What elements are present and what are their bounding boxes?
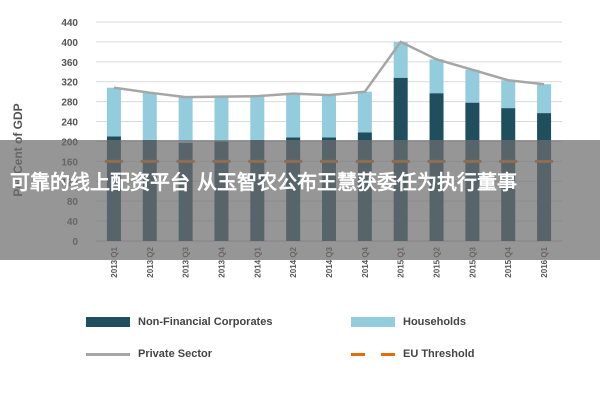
legend-label-threshold: EU Threshold xyxy=(403,348,475,360)
bar-households xyxy=(393,41,408,78)
bar-households xyxy=(322,95,336,138)
x-tick-label: 2015 Q1 xyxy=(397,246,406,277)
y-tick-label: 440 xyxy=(61,18,78,29)
bar-households xyxy=(178,97,193,143)
y-tick-label: 240 xyxy=(61,118,78,129)
x-tick-label: 2014 Q2 xyxy=(289,246,298,277)
bar-households xyxy=(250,96,265,140)
legend-item-households: Households xyxy=(351,316,466,328)
legend-swatch-households xyxy=(351,317,395,327)
y-tick-label: 320 xyxy=(61,78,78,89)
legend: Non-Financial Corporates Households Priv… xyxy=(0,305,600,375)
bar-households xyxy=(286,93,301,138)
x-tick-label: 2013 Q4 xyxy=(217,246,226,277)
legend-item-private: Private Sector xyxy=(86,348,212,360)
bar-households xyxy=(429,59,444,94)
legend-label-private: Private Sector xyxy=(138,348,212,360)
y-tick-label: 280 xyxy=(61,98,78,109)
bar-households xyxy=(106,87,121,137)
x-tick-label: 2015 Q4 xyxy=(504,246,513,277)
legend-item-corporates: Non-Financial Corporates xyxy=(86,316,272,328)
private-sector-line xyxy=(113,40,545,99)
legend-label-households: Households xyxy=(403,316,466,328)
bar-households xyxy=(465,69,480,103)
bar-households xyxy=(537,84,552,114)
overlay-headline: 可靠的线上配资平台 从玉智农公布王慧获委任为执行董事 xyxy=(10,170,517,194)
legend-swatch-corporates xyxy=(86,317,130,327)
x-tick-label: 2016 Q1 xyxy=(540,246,549,277)
x-tick-label: 2013 Q2 xyxy=(146,246,155,277)
legend-item-threshold: EU Threshold xyxy=(351,348,475,360)
legend-label-corporates: Non-Financial Corporates xyxy=(138,316,273,328)
x-tick-label: 2014 Q3 xyxy=(325,246,334,277)
x-tick-label: 2013 Q1 xyxy=(110,246,119,277)
x-tick-label: 2015 Q2 xyxy=(433,246,442,277)
bar-households xyxy=(501,80,516,109)
x-tick-label: 2014 Q1 xyxy=(253,246,262,277)
legend-swatch-private xyxy=(86,352,130,356)
x-tick-label: 2015 Q3 xyxy=(468,246,477,277)
bar-households xyxy=(214,96,229,142)
bar-households xyxy=(357,91,372,133)
x-tick-label: 2013 Q3 xyxy=(182,246,191,277)
x-axis-ticks: 2013 Q1 2013 Q2 2013 Q3 2013 Q4 2014 Q1 2014 … xyxy=(110,246,549,277)
y-tick-label: 400 xyxy=(61,38,78,49)
x-tick-label: 2014 Q4 xyxy=(361,246,370,277)
overlay-banner xyxy=(0,140,600,260)
y-tick-label: 360 xyxy=(61,58,78,69)
bar-households xyxy=(142,92,157,140)
legend-swatch-threshold xyxy=(351,352,395,356)
